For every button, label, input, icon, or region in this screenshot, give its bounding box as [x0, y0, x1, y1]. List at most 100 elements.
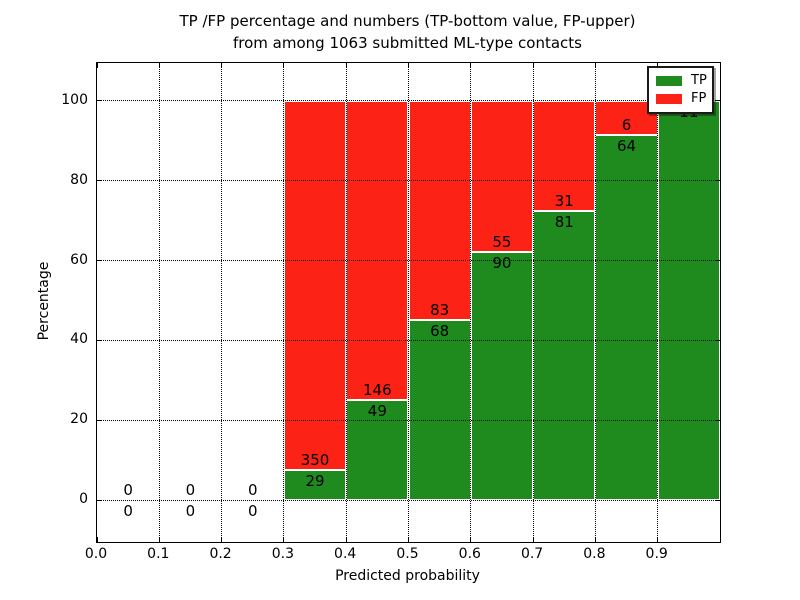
legend-entry-tp: TP — [656, 73, 707, 88]
bar-count-label-fp: 55 — [492, 233, 512, 252]
x-gridline — [283, 63, 285, 542]
bar-count-label-tp: 49 — [367, 401, 387, 420]
bar-count-label-fp: 31 — [554, 192, 574, 211]
y-tick-right — [715, 339, 720, 341]
bar-segment-fp — [470, 100, 534, 253]
bar-count-label-tp: 68 — [430, 322, 450, 341]
x-gridline — [221, 63, 223, 542]
chart-title-line-2: from among 1063 submitted ML-type contac… — [233, 34, 582, 52]
legend-swatch-fp — [656, 94, 682, 104]
x-tick-label: 0.5 — [396, 546, 419, 562]
bar-count-label-fp: 0 — [185, 481, 196, 500]
x-tick-label: 0.4 — [334, 546, 357, 562]
x-tick-top — [283, 63, 285, 68]
x-axis-label: Predicted probability — [335, 568, 480, 584]
bar-count-label-tp: 81 — [554, 213, 574, 232]
x-gridline — [657, 63, 659, 542]
x-gridline — [594, 63, 596, 542]
bar-segment-fp — [408, 100, 471, 321]
bar-segment-tp — [533, 211, 596, 501]
x-tick-top — [345, 63, 347, 68]
y-gridline — [97, 180, 720, 182]
x-tick-label: 0.1 — [147, 546, 170, 562]
bar-count-label-tp: 29 — [305, 471, 325, 490]
y-tick-label: 0 — [79, 491, 88, 508]
x-tick-top — [221, 63, 223, 68]
bar-count-label-tp: 64 — [617, 137, 637, 156]
x-tick-bottom — [470, 537, 472, 542]
x-tick-bottom — [594, 537, 596, 542]
x-tick-bottom — [657, 537, 659, 542]
bar-count-label-tp: 0 — [123, 502, 133, 521]
y-tick-right — [715, 419, 720, 421]
bar-segment-tp — [470, 252, 534, 501]
bar-segment-fp — [283, 100, 347, 470]
x-tick-label: 0.0 — [84, 546, 108, 562]
x-tick-top — [657, 63, 659, 68]
y-tick-left — [97, 499, 102, 501]
plot-area: 0000003502914649836855903181664011 — [96, 62, 721, 543]
bar-count-label-tp: 0 — [247, 502, 258, 521]
bar-segment-tp — [346, 399, 409, 501]
legend-swatch-tp — [656, 76, 682, 86]
y-tick-right — [715, 499, 720, 501]
x-gridline — [345, 63, 347, 542]
bar-count-label-fp: 350 — [300, 450, 330, 469]
x-tick-top — [470, 63, 472, 68]
legend: TP FP — [647, 66, 714, 114]
legend-label-tp: TP — [691, 73, 707, 88]
x-gridline — [470, 63, 472, 542]
x-tick-bottom — [158, 537, 160, 542]
x-tick-label: 0.6 — [458, 546, 481, 562]
y-tick-label: 40 — [70, 331, 88, 348]
y-tick-right — [715, 100, 720, 102]
bar-segment-fp — [346, 100, 409, 400]
x-gridline — [408, 63, 409, 542]
y-tick-left — [97, 419, 102, 421]
legend-entry-fp: FP — [656, 91, 707, 106]
x-tick-top — [594, 63, 596, 68]
chart-title-line-1: TP /FP percentage and numbers (TP-bottom… — [179, 12, 636, 30]
y-tick-right — [715, 180, 720, 182]
y-tick-left — [97, 100, 102, 102]
bar-segment-tp — [408, 320, 471, 501]
y-tick-left — [97, 180, 102, 182]
y-tick-left — [97, 339, 102, 341]
y-gridline — [97, 419, 720, 421]
x-tick-label: 0.2 — [209, 546, 232, 562]
bar-count-label-tp: 90 — [492, 254, 512, 273]
y-tick-left — [97, 260, 102, 262]
bar-count-label-fp: 83 — [430, 301, 450, 320]
bar-count-label-fp: 146 — [363, 380, 392, 399]
x-tick-top — [532, 63, 534, 68]
x-tick-bottom — [345, 537, 347, 542]
x-tick-top — [158, 63, 160, 68]
legend-label-fp: FP — [691, 91, 707, 106]
y-tick-label: 100 — [61, 91, 88, 108]
y-tick-label: 20 — [70, 411, 88, 428]
bar-segment-tp — [283, 469, 347, 501]
x-tick-label: 0.3 — [271, 546, 295, 562]
x-gridline — [158, 63, 160, 542]
y-gridline — [97, 260, 720, 262]
x-tick-label: 0.8 — [583, 546, 606, 562]
x-gridline — [532, 63, 534, 542]
x-tick-top — [408, 63, 409, 68]
x-tick-top — [96, 63, 98, 68]
x-tick-label: 0.9 — [645, 546, 668, 562]
y-axis-label: Percentage — [36, 261, 52, 341]
x-tick-bottom — [408, 537, 409, 542]
x-tick-bottom — [532, 537, 534, 542]
x-tick-bottom — [283, 537, 285, 542]
x-tick-bottom — [221, 537, 223, 542]
y-tick-label: 80 — [70, 171, 88, 188]
y-gridline — [97, 100, 720, 102]
bar-segment-tp — [595, 135, 658, 501]
bar-segment-fp — [533, 100, 596, 212]
bar-count-label-tp: 0 — [185, 502, 196, 521]
y-tick-label: 60 — [70, 251, 88, 268]
bar-count-label-fp: 0 — [247, 481, 258, 500]
y-gridline — [97, 339, 720, 341]
x-tick-bottom — [96, 537, 98, 542]
